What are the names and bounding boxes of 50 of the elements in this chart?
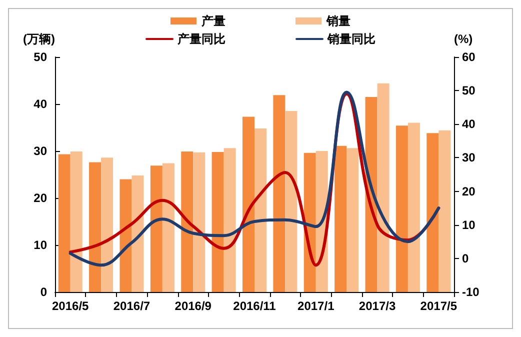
legend-label: 销量 — [326, 14, 350, 28]
bar — [101, 158, 114, 292]
y-axis-title: (万辆) — [23, 32, 55, 46]
y2-tick-label: 30 — [462, 150, 476, 165]
y-tick-label: 40 — [34, 97, 48, 111]
y2-tick-label: 40 — [462, 117, 476, 132]
bar — [132, 175, 144, 292]
y-tick-label: 30 — [34, 144, 48, 158]
x-tick-label: 2016/11 — [233, 299, 276, 313]
bar — [242, 116, 254, 292]
x-tick-label: 2017/1 — [298, 299, 335, 313]
x-tick-label: 2017/5 — [420, 299, 458, 313]
x-tick-label: 2016/5 — [52, 299, 90, 313]
bar — [426, 133, 439, 292]
y-tick-label: 0 — [40, 285, 48, 299]
x-tick-label: 2017/3 — [358, 299, 396, 313]
bar — [70, 151, 82, 292]
legend-label: 销量同比 — [326, 32, 376, 46]
y2-tick-label: 20 — [462, 184, 476, 198]
bar — [58, 154, 70, 292]
y-tick-label: 20 — [34, 191, 48, 205]
bar — [346, 148, 359, 292]
y2-tick-label: 10 — [462, 218, 476, 232]
bar — [181, 151, 194, 292]
y-tick-label: 50 — [34, 50, 48, 64]
bar — [89, 162, 102, 292]
bar — [162, 163, 174, 292]
x-tick-label: 2016/9 — [174, 299, 212, 313]
legend-label: 产量同比 — [176, 32, 226, 46]
bar — [120, 179, 132, 292]
y-tick-label: 10 — [34, 238, 48, 252]
y2-tick-label: -10 — [462, 285, 480, 299]
legend-label: 产量 — [200, 14, 226, 28]
bar — [212, 152, 224, 292]
bar — [285, 111, 298, 292]
y2-tick-label: 60 — [462, 50, 476, 64]
bar — [438, 130, 451, 292]
bar — [193, 152, 206, 292]
bar — [224, 148, 236, 292]
bar — [408, 122, 420, 292]
y2-axis-title: (%) — [454, 32, 473, 46]
bar — [396, 126, 408, 292]
x-tick-label: 2016/7 — [113, 299, 150, 313]
y2-tick-label: 0 — [462, 251, 469, 266]
y2-tick-label: 50 — [462, 84, 476, 98]
bar — [377, 83, 390, 292]
bar — [254, 128, 266, 292]
bar — [273, 95, 286, 292]
bar — [334, 146, 347, 292]
bar — [150, 166, 162, 292]
